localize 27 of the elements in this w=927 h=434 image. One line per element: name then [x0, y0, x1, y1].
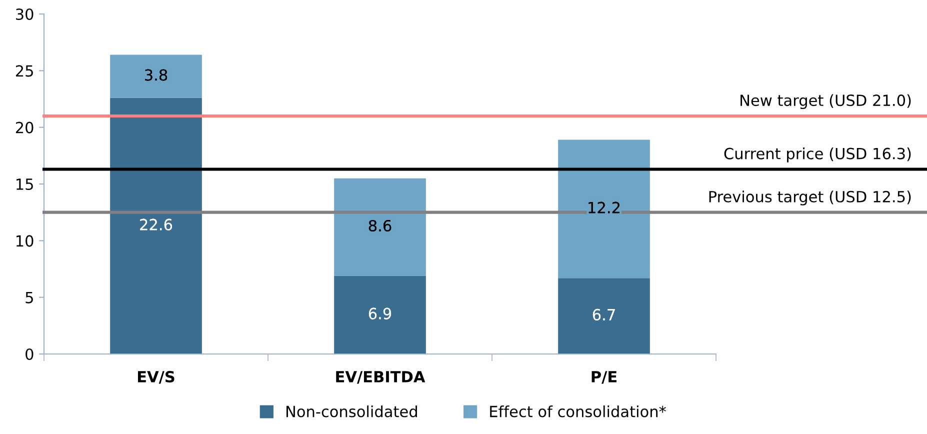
- data-label: 6.9: [368, 308, 392, 320]
- y-tick-label: 0: [26, 348, 34, 360]
- bar: [110, 98, 202, 354]
- legend-label: Effect of consolidation*: [490, 405, 666, 418]
- y-tick-label: 20: [16, 122, 34, 134]
- x-tick-label: EV/EBITDA: [336, 371, 426, 384]
- x-tick-label: P/E: [592, 371, 616, 384]
- ref-line-label: New target (USD 21.0): [740, 94, 911, 110]
- y-tick-label: 15: [16, 178, 33, 190]
- data-label: 22.6: [140, 218, 172, 230]
- x-tick-label: EV/S: [138, 370, 174, 384]
- ref-line-label: Current price (USD 16.3): [724, 148, 911, 162]
- bar: [334, 276, 426, 354]
- data-label: 3.8: [145, 69, 168, 81]
- data-label: 12.2: [588, 202, 620, 214]
- y-tick-label: 25: [16, 65, 33, 77]
- bar: [558, 140, 650, 278]
- bar: [334, 178, 426, 276]
- data-label: 8.6: [368, 220, 392, 232]
- bar: [110, 54, 202, 98]
- bar: [558, 278, 650, 354]
- legend-label: Non-consolidated: [286, 405, 417, 418]
- y-tick-label: 10: [16, 235, 34, 247]
- y-tick-label: 5: [26, 292, 33, 304]
- data-label: 6.7: [592, 308, 615, 320]
- y-tick-label: 30: [16, 8, 34, 20]
- ref-line-label: Previous target (USD 12.5): [709, 190, 911, 206]
